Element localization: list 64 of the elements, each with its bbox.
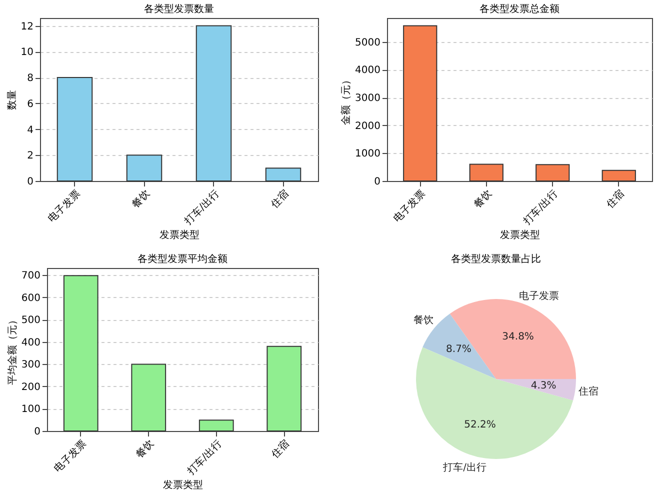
bar: [602, 170, 636, 182]
chart-title: 各类型发票平均金额: [138, 253, 228, 265]
y-tick-label: 200: [21, 382, 40, 393]
x-tick-label: 餐饮: [472, 188, 494, 210]
bar: [536, 164, 570, 182]
x-tick-label: 打车/出行: [184, 438, 224, 478]
x-tick-label: 住宿: [604, 188, 627, 210]
y-tick-label: 400: [21, 337, 40, 348]
bar: [196, 25, 232, 182]
x-tick-label: 电子发票: [46, 188, 83, 225]
data-label: 4.3%: [530, 380, 556, 392]
x-axis-title: 发票类型: [160, 229, 200, 242]
y-tick-label: 500: [21, 315, 40, 326]
y-tick-label: 6: [27, 98, 34, 110]
chart-title: 各类型发票总金额: [480, 3, 560, 15]
y-tick-label: 10: [20, 47, 34, 58]
bar: [198, 420, 234, 432]
x-tick-label: 餐饮: [134, 438, 156, 460]
y-tick-label: 4000: [355, 65, 380, 76]
pie-slice: [496, 379, 576, 400]
bar: [56, 77, 93, 182]
slice-label: 电子发票: [519, 290, 560, 302]
y-tick-label: 0: [374, 176, 380, 188]
y-tick-label: 0: [27, 176, 34, 188]
bar: [265, 168, 302, 182]
x-axis-title: 发票类型: [500, 229, 540, 242]
y-axis-title: 金额（元）: [340, 75, 352, 125]
data-label: 8.7%: [446, 344, 472, 355]
y-tick-label: 1000: [355, 148, 380, 160]
x-axis-title: 发票类型: [163, 479, 203, 492]
bar: [403, 25, 438, 182]
x-tick-label: 电子发票: [52, 438, 89, 475]
bar: [63, 275, 98, 432]
data-label: 52.2%: [464, 419, 496, 430]
y-tick-label: 700: [21, 270, 40, 282]
x-tick-label: 餐饮: [129, 188, 152, 210]
y-tick-label: 8: [27, 73, 34, 84]
y-tick-label: 100: [21, 404, 40, 416]
bar: [131, 364, 166, 432]
x-tick-label: 住宿: [268, 188, 292, 210]
x-tick-label: 电子发票: [391, 188, 428, 225]
slice-label: 住宿: [578, 386, 599, 398]
y-axis-title: 数量: [6, 90, 18, 110]
y-tick-label: 2000: [355, 120, 380, 132]
bar: [266, 346, 302, 432]
y-tick-label: 0: [34, 426, 40, 438]
y-tick-label: 4: [27, 124, 34, 136]
y-tick-label: 12: [20, 21, 34, 32]
pie-slice: [422, 314, 496, 379]
y-tick-label: 300: [21, 360, 40, 371]
slice-label: 餐饮: [413, 314, 434, 326]
y-tick-label: 5000: [355, 37, 380, 48]
y-tick-label: 2: [27, 150, 34, 162]
bar: [126, 154, 162, 182]
x-tick-label: 住宿: [269, 438, 292, 460]
x-tick-label: 打车/出行: [520, 188, 560, 228]
chart-title: 各类型发票数量占比: [451, 253, 541, 265]
data-label: 34.8%: [502, 331, 534, 342]
bar: [469, 164, 504, 182]
x-tick-label: 打车/出行: [182, 188, 222, 228]
y-tick-label: 3000: [355, 93, 380, 104]
y-tick-label: 600: [21, 292, 40, 304]
y-axis-title: 平均金额（元）: [6, 315, 18, 385]
chart-title: 各类型发票数量: [144, 3, 214, 15]
